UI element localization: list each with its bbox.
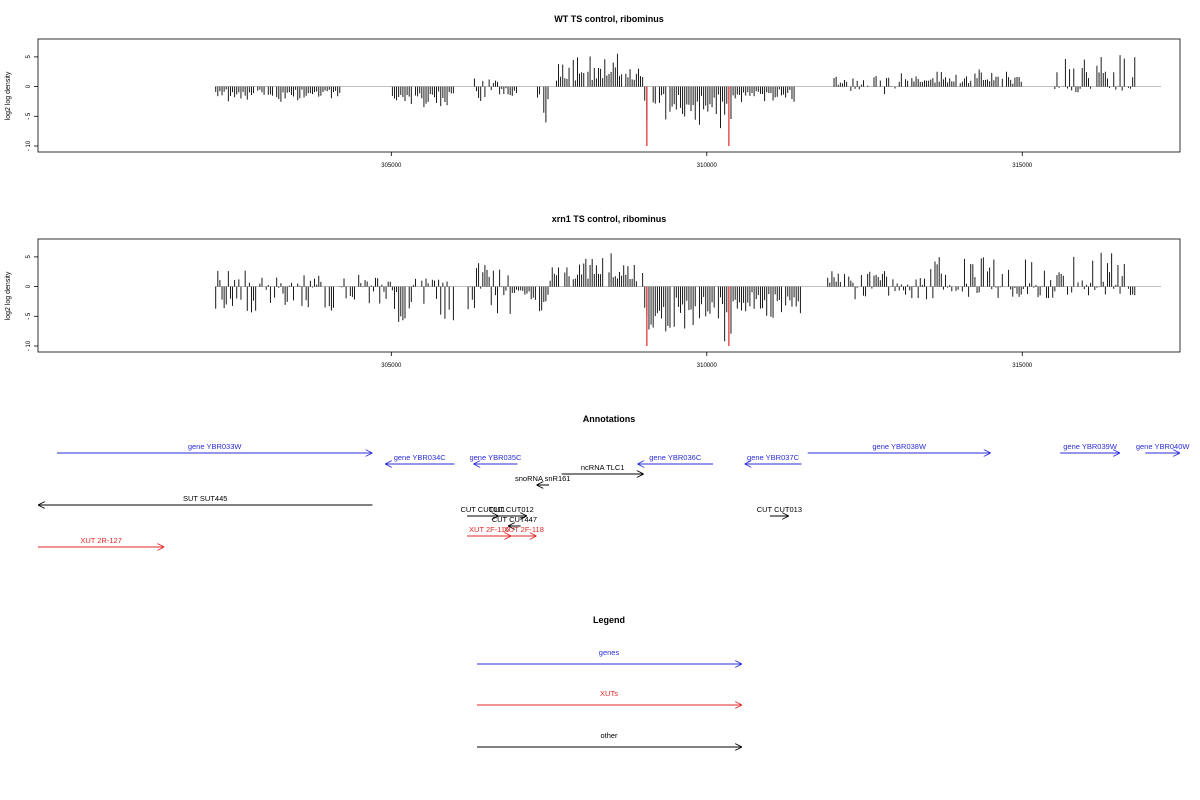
y-tick-label: - 10	[26, 340, 32, 351]
feature-label: CUT CUT447	[492, 515, 537, 524]
feature-label: gene YBR033W	[188, 442, 243, 451]
x-tick-label: 305000	[381, 363, 402, 369]
x-tick-label: 305000	[381, 163, 402, 169]
y-tick-label: 5	[26, 55, 32, 59]
feature-label: gene YBR035C	[469, 453, 522, 462]
xrn1-track-title: xrn1 TS control, ribominus	[552, 214, 667, 224]
feature-label: CUT CUT013	[757, 505, 802, 514]
legend-items: genes XUTs other	[477, 648, 742, 747]
wt-signal-bars	[214, 53, 1162, 146]
feature-label: XUT 2F-118	[504, 525, 544, 534]
x-tick-label: 310000	[697, 163, 718, 169]
xrn1-signal-bars	[214, 252, 1162, 346]
y-tick-label: - 5	[26, 312, 32, 320]
legend-title: Legend	[593, 615, 625, 625]
legend: Legend genes XUTs other	[477, 615, 742, 747]
feature-label: ncRNA TLC1	[581, 463, 625, 472]
x-tick-label: 310000	[697, 363, 718, 369]
feature-label: gene YBR039W	[1063, 442, 1118, 451]
wt-y-axis-label: log2 log density	[5, 71, 12, 120]
feature-label: gene YBR040W	[1136, 442, 1191, 451]
y-tick-label: - 10	[26, 140, 32, 151]
feature-label: CUT CUT011	[460, 505, 505, 514]
annotations-title: Annotations	[583, 414, 636, 424]
legend-label: XUTs	[600, 689, 618, 698]
wt-track-title: WT TS control, ribominus	[554, 14, 664, 24]
y-tick-label: 0	[26, 84, 32, 88]
xrn1-track-panel: xrn1 TS control, ribominus log2 log dens…	[5, 214, 1181, 369]
legend-label: genes	[599, 648, 620, 657]
xrn1-y-axis-label: log2 log density	[5, 271, 12, 320]
feature-label: XUT 2F-116	[469, 525, 509, 534]
x-tick-label: 315000	[1012, 163, 1033, 169]
wt-plot-frame	[37, 38, 1181, 153]
x-tick-label: 315000	[1012, 363, 1033, 369]
y-tick-label: 0	[26, 284, 32, 288]
feature-label: snoRNA snR161	[515, 474, 570, 483]
feature-list: gene YBR033W gene YBR034C gene YBR035C gene…	[38, 442, 1190, 547]
feature-label: XUT 2R-127	[80, 536, 122, 545]
feature-label: CUT CUT012	[489, 505, 534, 514]
feature-label: gene YBR037C	[747, 453, 800, 462]
y-tick-label: - 5	[26, 112, 32, 120]
feature-label: gene YBR038W	[872, 442, 927, 451]
y-tick-label: 5	[26, 255, 32, 259]
feature-label: SUT SUT445	[183, 494, 227, 503]
feature-label: gene YBR036C	[649, 453, 702, 462]
xrn1-plot-frame	[37, 238, 1181, 353]
wt-axes: 305000 310000 315000 - 10 - 5 0 5	[26, 55, 1033, 169]
legend-label: other	[600, 731, 618, 740]
wt-track-panel: WT TS control, ribominus log2 log densit…	[5, 14, 1181, 169]
xrn1-axes: 305000 310000 315000 - 10 - 5 0 5	[26, 255, 1033, 369]
feature-label: gene YBR034C	[394, 453, 447, 462]
